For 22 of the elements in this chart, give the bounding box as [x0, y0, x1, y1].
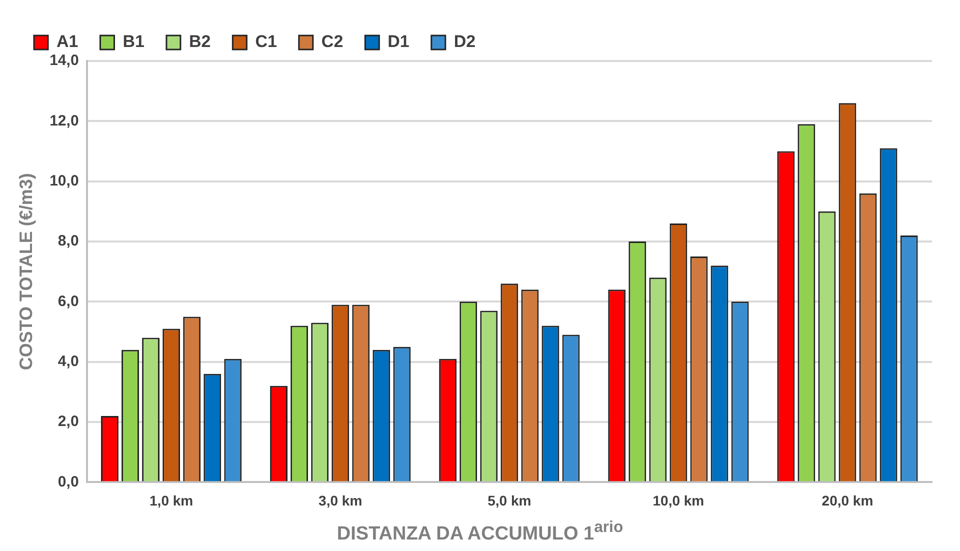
x-axis-title: DISTANZA DA ACCUMULO 1$^{ario}$ [336, 519, 624, 546]
y-tick-label: 4,0 [58, 353, 79, 370]
legend-label: B1 [122, 32, 144, 52]
legend-label: C1 [255, 32, 277, 52]
y-tick-label: 2,0 [58, 413, 79, 430]
x-tick-label: 10,0 km [652, 492, 704, 508]
y-tick-label: 10,0 [50, 172, 79, 190]
legend-label: A1 [56, 32, 78, 52]
legend-label: D1 [388, 32, 410, 52]
y-tick-label: 0,0 [58, 473, 79, 490]
legend-label: D2 [454, 32, 476, 52]
x-tick-label: 1,0 km [150, 492, 194, 508]
y-tick-label: 6,0 [58, 292, 79, 310]
legend-label: C2 [321, 32, 344, 52]
y-axis-title: COSTO TOTALE (€/m3) [16, 173, 36, 370]
x-tick-label: 3,0 km [318, 492, 362, 508]
y-tick-label: 14,0 [50, 52, 79, 70]
y-tick-label: 8,0 [58, 232, 79, 250]
x-tick-label: 5,0 km [488, 492, 532, 508]
x-tick-label: 20,0 km [822, 492, 874, 508]
y-tick-label: 12,0 [50, 112, 79, 130]
legend-label: B2 [188, 32, 211, 52]
